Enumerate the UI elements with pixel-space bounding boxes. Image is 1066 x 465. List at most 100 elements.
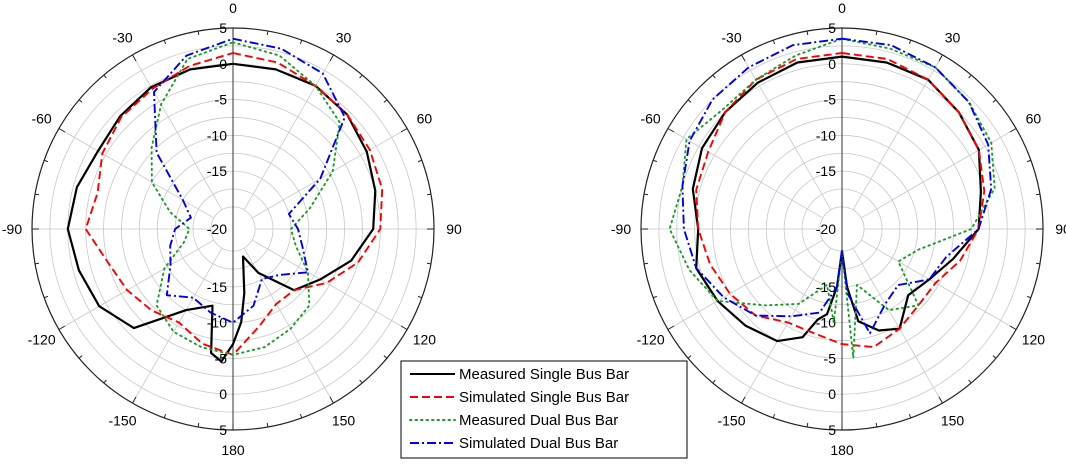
angle-tick-mark	[329, 396, 334, 404]
angle-tick-mark	[34, 193, 40, 196]
angle-tick-label: -90	[611, 221, 631, 237]
angle-tick-mark	[299, 413, 303, 419]
angle-tick-mark	[417, 159, 423, 163]
series-line-measured-dual-bus-bar	[668, 37, 996, 359]
angle-tick-mark	[992, 99, 997, 103]
legend-label-measured-single: Measured Single Bus Bar	[459, 366, 629, 383]
angle-tick-mark	[43, 295, 49, 299]
angle-tick-mark	[741, 54, 746, 62]
angle-tick-mark	[687, 99, 692, 103]
angle-tick-mark	[163, 413, 167, 419]
polar-plot-right: 50-5-10-15-20-15-10-5050306090120150180-…	[611, 0, 1066, 458]
grid-spoke	[132, 54, 223, 211]
angle-tick-mark	[806, 30, 809, 36]
angle-tick-label: 120	[413, 332, 437, 348]
angle-tick-mark	[266, 422, 269, 428]
angle-tick-label: -30	[112, 30, 132, 46]
angle-tick-mark	[1009, 325, 1017, 330]
angle-tick-mark	[132, 396, 137, 404]
grid-spoke	[852, 247, 943, 404]
angle-tick-mark	[643, 262, 649, 265]
angle-tick-label: -60	[31, 111, 51, 127]
radial-tick-label: -20	[207, 221, 227, 237]
legend-entry-simulated-dual: Simulated Dual Bus Bar	[410, 435, 618, 452]
grid-spoke	[860, 239, 1017, 330]
radial-tick-label: 5	[219, 422, 227, 438]
angle-tick-mark	[908, 413, 912, 419]
angle-tick-mark	[875, 30, 878, 36]
radial-tick-label: -15	[207, 163, 227, 179]
angle-tick-mark	[806, 422, 809, 428]
angle-tick-label: -60	[640, 111, 660, 127]
angle-tick-label: 0	[229, 0, 237, 16]
angle-tick-mark	[132, 54, 137, 62]
angle-tick-label: 90	[446, 221, 462, 237]
angle-tick-mark	[34, 262, 40, 265]
angle-tick-label: 0	[838, 0, 846, 16]
angle-tick-mark	[712, 379, 716, 384]
angle-tick-mark	[908, 39, 912, 45]
angle-tick-mark	[1035, 262, 1041, 265]
radial-tick-label: -5	[215, 92, 228, 108]
radial-tick-label: 0	[828, 56, 836, 72]
grid-spoke	[251, 239, 408, 330]
angle-tick-mark	[197, 422, 200, 428]
angle-tick-label: 180	[221, 442, 245, 458]
angle-tick-label: 120	[1022, 332, 1046, 348]
series-line-simulated-dual-bus-bar	[153, 37, 346, 324]
angle-tick-mark	[667, 128, 675, 133]
grid-spoke	[667, 128, 824, 219]
angle-tick-mark	[1009, 128, 1017, 133]
angle-tick-mark	[741, 396, 746, 404]
angle-tick-mark	[103, 379, 107, 384]
angle-tick-label: 90	[1055, 221, 1066, 237]
angle-tick-mark	[1035, 193, 1041, 196]
series-line-simulated-single-bus-bar	[695, 52, 986, 349]
grid-spoke	[58, 239, 215, 330]
angle-tick-mark	[426, 193, 432, 196]
radial-tick-label: -10	[207, 315, 227, 331]
radial-tick-label: -20	[816, 221, 836, 237]
angle-tick-mark	[417, 295, 423, 299]
radial-tick-label: 0	[219, 56, 227, 72]
angle-tick-mark	[712, 74, 716, 79]
radial-tick-label: -5	[824, 350, 837, 366]
legend-label-simulated-dual: Simulated Dual Bus Bar	[459, 435, 618, 452]
angle-tick-mark	[426, 262, 432, 265]
grid-spoke	[251, 128, 408, 219]
radial-tick-label: -5	[215, 350, 228, 366]
grid-spoke	[667, 239, 824, 330]
angle-tick-mark	[163, 39, 167, 45]
grid-spoke	[741, 247, 832, 404]
angle-tick-label: 180	[830, 442, 854, 458]
angle-tick-mark	[383, 355, 388, 359]
grid-spoke	[860, 128, 1017, 219]
grid-spoke	[58, 128, 215, 219]
angle-tick-label: 60	[417, 111, 433, 127]
legend-label-simulated-single: Simulated Single Bus Bar	[459, 389, 629, 406]
radial-tick-label: -15	[207, 279, 227, 295]
legend-label-measured-dual: Measured Dual Bus Bar	[459, 412, 618, 429]
series-line-measured-dual-bus-bar	[150, 41, 341, 356]
legend: Measured Single Bus Bar Simulated Single…	[400, 360, 688, 459]
angle-tick-mark	[772, 413, 776, 419]
angle-tick-label: -30	[721, 30, 741, 46]
angle-tick-mark	[667, 325, 675, 330]
angle-tick-mark	[400, 128, 408, 133]
angle-tick-mark	[329, 54, 334, 62]
angle-tick-mark	[197, 30, 200, 36]
series-line-measured-single-bus-bar	[66, 62, 377, 363]
angle-tick-mark	[875, 422, 878, 428]
radial-tick-label: 5	[219, 20, 227, 36]
angle-tick-mark	[687, 355, 692, 359]
angle-tick-mark	[652, 159, 658, 163]
radial-tick-label: 0	[828, 386, 836, 402]
angle-tick-label: -120	[637, 332, 665, 348]
angle-tick-mark	[652, 295, 658, 299]
angle-tick-mark	[299, 39, 303, 45]
angle-tick-mark	[58, 128, 66, 133]
angle-tick-mark	[1026, 159, 1032, 163]
radial-tick-label: -10	[816, 127, 836, 143]
